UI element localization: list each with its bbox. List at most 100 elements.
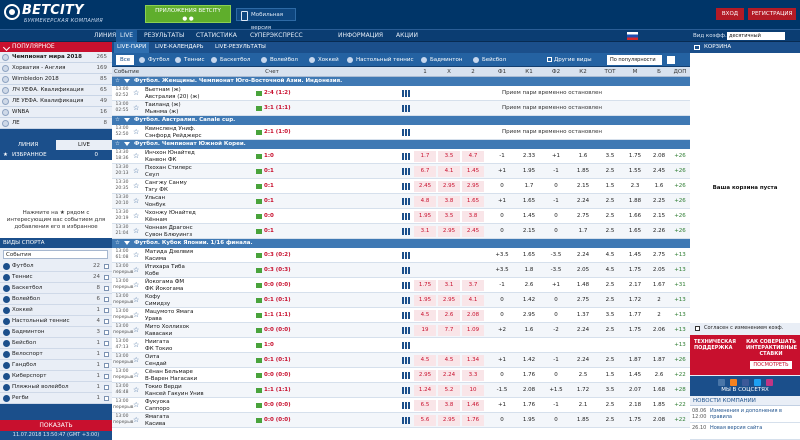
collapse-icon[interactable]	[124, 79, 130, 83]
odds-cell[interactable]: 1.95	[522, 417, 536, 423]
star-icon[interactable]: ☆	[133, 212, 140, 220]
stats-icon[interactable]	[402, 297, 410, 304]
odds-cell[interactable]: 1.24	[414, 385, 436, 396]
event-row[interactable]: 13:00 перерыв ☆ Сёнан Бельмаре В-Варен Нагас…	[112, 368, 690, 383]
live-stream-icon[interactable]	[256, 169, 262, 174]
odds-cell[interactable]: 2.24	[576, 357, 590, 363]
odds-cell[interactable]: 1.42	[522, 357, 536, 363]
odds-cell[interactable]: 3.5	[438, 151, 460, 162]
odds-cell[interactable]: 3.5	[438, 211, 460, 222]
odds-cell[interactable]: 2.5	[605, 417, 615, 423]
odds-cell[interactable]: 1.72	[628, 297, 642, 303]
odds-cell[interactable]: -3.5	[550, 267, 562, 273]
news-title[interactable]: Новая версия сайта	[710, 425, 763, 431]
odds-cell[interactable]: 2.25	[652, 198, 666, 204]
live-stream-icon[interactable]	[256, 298, 262, 303]
odds-cell[interactable]: 0	[554, 297, 558, 303]
star-icon[interactable]: ☆	[133, 356, 140, 364]
odds-cell[interactable]: +1	[497, 357, 507, 363]
event-row[interactable]: 13:00 02:52 ☆ Вьетнам (ж) Австралия (20) (ж)…	[112, 86, 690, 101]
odds-cell[interactable]: 2.15	[652, 213, 666, 219]
odds-cell[interactable]: 2.05	[576, 267, 590, 273]
odds-cell[interactable]: 0	[554, 228, 558, 234]
sport-item-football[interactable]: Футбол 22	[0, 261, 112, 272]
odds-cell[interactable]: 2.5	[605, 198, 615, 204]
event-teams[interactable]: Мацумото Ямага Урава	[145, 309, 260, 322]
event-teams[interactable]: Сёнан Бельмаре В-Варен Нагасаки	[145, 369, 260, 382]
odds-cell[interactable]: -1.5	[496, 387, 508, 393]
odds-cell[interactable]: 4.5	[414, 355, 436, 366]
odds-cell[interactable]: +1	[551, 282, 561, 288]
odds-cell[interactable]: 2.5	[605, 357, 615, 363]
register-button[interactable]: РЕГИСТРАЦИЯ	[748, 8, 796, 20]
odds-cell[interactable]: 2.75	[576, 213, 590, 219]
star-icon[interactable]: ☆	[133, 296, 140, 304]
facebook-icon[interactable]	[742, 379, 749, 386]
event-row[interactable]: 13:00 52:50 ☆ Квинсленд Униф. Сэнфорд Рейдже…	[112, 125, 690, 140]
odds-cell[interactable]: +26	[674, 198, 686, 204]
news-title[interactable]: Изменения и дополнения в правила	[710, 408, 782, 420]
nav-promo[interactable]: АКЦИИ	[396, 32, 418, 39]
odds-cell[interactable]: 3.1	[414, 226, 436, 237]
odds-cell[interactable]: 2.75	[576, 297, 590, 303]
live-stream-icon[interactable]	[256, 154, 262, 159]
odds-cell[interactable]: 2.5	[605, 168, 615, 174]
favorites-header[interactable]: ★ ИЗБРАННОЕ 0	[0, 150, 112, 160]
odds-cell[interactable]: -1	[553, 198, 559, 204]
star-icon[interactable]: ☆	[133, 89, 140, 97]
star-icon[interactable]: ☆	[133, 266, 140, 274]
stats-icon[interactable]	[402, 327, 410, 334]
odds-cell[interactable]: 4.5	[605, 267, 615, 273]
odds-cell[interactable]: 4.5	[605, 252, 615, 258]
live-stream-icon[interactable]	[256, 328, 262, 333]
login-button[interactable]: ВХОД	[716, 8, 744, 20]
odds-cell[interactable]: -1	[553, 168, 559, 174]
odds-cell[interactable]: +26	[674, 357, 686, 363]
sort-select[interactable]: По популярности	[607, 55, 662, 65]
odds-cell[interactable]: 0	[500, 183, 504, 189]
event-teams[interactable]: Кофу Симидзу	[145, 294, 260, 307]
live-stream-icon[interactable]	[256, 388, 262, 393]
nav-superexpress[interactable]: СУПЕРЭКСПРЕСС	[250, 32, 303, 39]
odds-cell[interactable]: 3.8	[438, 196, 460, 207]
live-stream-icon[interactable]	[256, 229, 262, 234]
odds-cell[interactable]: 1.75	[628, 327, 642, 333]
league-header[interactable]: ☆ Футбол. Австралия. Canale cup.	[112, 116, 690, 125]
odds-cell[interactable]: 0	[500, 372, 504, 378]
popular-item[interactable]: Wimbledon 2018 85	[0, 74, 112, 85]
odds-cell[interactable]: +31	[674, 282, 686, 288]
odds-cell[interactable]: 1.76	[462, 415, 484, 426]
event-teams[interactable]: Мито Холлихок Кавасаки	[145, 324, 260, 337]
odds-cell[interactable]: 1.45	[628, 252, 642, 258]
stats-icon[interactable]	[402, 342, 410, 349]
event-row[interactable]: 13:00 47:13 ☆ Ниигата ФК Токио 1:0 +13	[112, 338, 690, 353]
odds-cell[interactable]: 1.85	[576, 168, 590, 174]
stats-icon[interactable]	[402, 213, 410, 220]
odds-cell[interactable]: 1.5	[605, 183, 615, 189]
event-teams[interactable]: Таиланд (ж) Мьянма (ж)	[145, 102, 260, 115]
star-icon[interactable]: ☆	[133, 416, 140, 424]
banner-view-button[interactable]: ПОСМОТРЕТЬ	[750, 361, 792, 369]
event-row[interactable]: 13:30 20:10 ☆ Ульсан Чонбук 0:1 4.8 3.8 1.65 +1 1.…	[112, 194, 690, 209]
odds-cell[interactable]: 3.7	[462, 280, 484, 291]
sport-checkbox[interactable]	[104, 264, 109, 269]
odds-cell[interactable]: 1.65	[522, 198, 536, 204]
popular-header[interactable]: ПОПУЛЯРНОЕ	[0, 42, 112, 52]
odds-cell[interactable]: 1.7	[414, 151, 436, 162]
odds-cell[interactable]: +13	[674, 297, 686, 303]
event-teams[interactable]: Инчхон Юнайтед Канвон ФК	[145, 150, 260, 163]
sport-item-badminton[interactable]: Бадминтон 3	[0, 327, 112, 338]
odds-cell[interactable]: 2.18	[628, 402, 642, 408]
odds-cell[interactable]: +13	[674, 327, 686, 333]
odds-cell[interactable]: +13	[674, 267, 686, 273]
other-events-toggle[interactable]: Другие виды	[547, 55, 592, 65]
event-row[interactable]: 13:00 перерыв ☆ Йокогама ФМ ФК Йокогама 0:0 (…	[112, 278, 690, 293]
stats-icon[interactable]	[402, 153, 410, 160]
news-item[interactable]: 08.06 12:00 Изменения и дополнения в прав…	[690, 406, 800, 423]
odds-cell[interactable]: -1	[499, 282, 505, 288]
star-icon[interactable]: ☆	[115, 240, 120, 246]
nav-live[interactable]: LIVE	[116, 30, 138, 42]
odds-cell[interactable]: 0	[500, 417, 504, 423]
odds-cell[interactable]: 2.15	[576, 183, 590, 189]
stats-icon[interactable]	[402, 417, 410, 424]
